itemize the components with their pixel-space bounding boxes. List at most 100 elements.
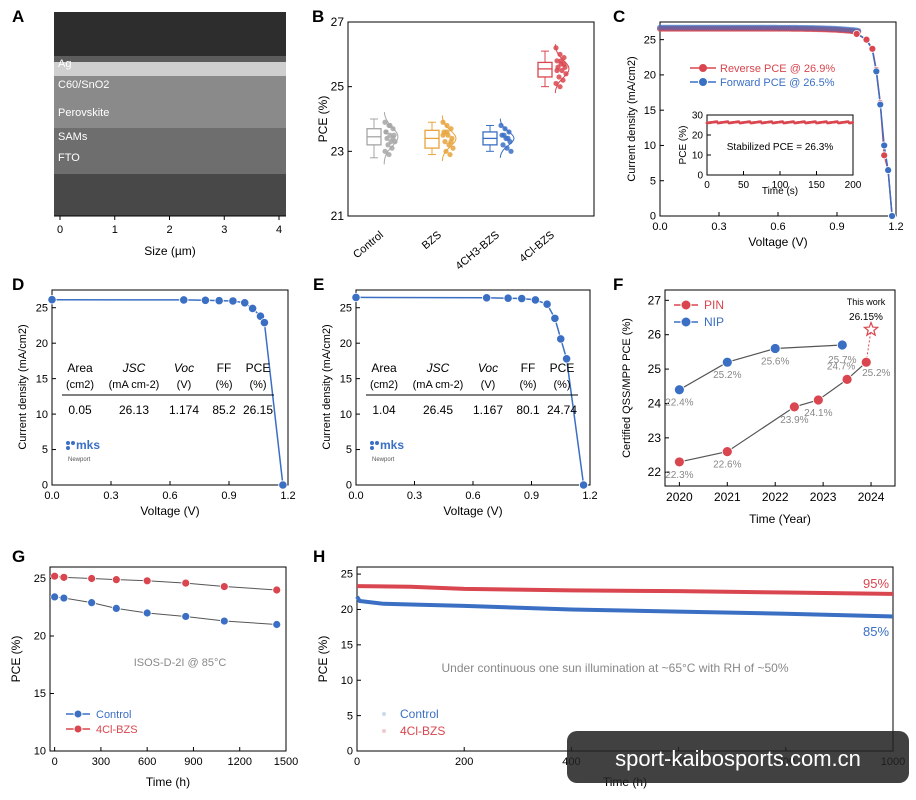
data-point-d [278,480,288,490]
layer-label-fto: FTO [58,152,80,164]
annotation-g: ISOS-D-2I @ 85°C [134,657,227,669]
table-unit: (%) [519,379,536,391]
table-unit: (%) [553,379,570,391]
data-point-d [259,318,269,328]
data-point-bzs [111,575,121,585]
x-tick-label-c: 0.3 [711,221,726,233]
data-point [504,145,510,151]
panel-letter-g: G [12,547,25,566]
axis-label-g-x: Time (h) [146,775,190,789]
violin-outline [383,111,399,165]
y-tick-label-e: 10 [340,409,352,421]
point-label-pin: 23.9% [780,415,808,426]
data-point-e [530,295,541,305]
table-value: 26.15 [243,403,273,417]
logo-text-d: mks [76,438,100,452]
y-tick-label-d: 20 [36,338,48,350]
table-value: 85.2 [212,403,236,417]
legend-label-g-bzs: 4Cl-BZS [96,724,138,736]
series-line-pin [679,361,867,463]
watermark-text: sport-kaibosports.com.cn [615,746,861,771]
table-unit: (cm2) [66,379,94,391]
y-tick-label-b: 27 [331,15,345,29]
data-point-d [214,296,224,306]
data-point [498,122,504,129]
y-tick-label-c-inset: 20 [692,130,704,141]
data-point [505,135,511,141]
y-tick-label-f: 26 [648,328,662,342]
y-tick-label-c: 0 [650,211,656,223]
x-tick-label-c: 0.0 [652,221,667,233]
data-point-control [181,612,191,621]
x-tick-label-d: 0.0 [44,490,59,502]
table-header: PCE [246,361,271,375]
table-value: 24.74 [547,403,577,417]
data-point-bzs [50,571,60,581]
axis-label-e-x: Voltage (V) [443,504,502,518]
sem-sams-layer [54,128,286,174]
panel-c: C Current density (mA/cm2) Voltage (V) 0… [613,7,904,249]
table-unit: (V) [481,379,496,391]
y-tick-label-f: 27 [648,293,662,307]
panel-g: G PCE (%) Time (h) ISOS-D-2I @ 85°C 0 300… [9,547,298,789]
table-value: 26.45 [423,403,453,417]
data-point [444,129,450,135]
logo-text-e: mks [380,438,404,452]
data-point [444,122,450,129]
table-header: Voc [174,361,194,375]
x-tick-label-c: 0.6 [770,221,785,233]
data-point [443,148,449,154]
y-tick-label-c: 10 [644,140,656,152]
legend-marker-h-control [382,712,386,716]
legend-marker-nip [680,316,692,328]
table-header: Area [67,361,93,375]
layer-label-perovskite: Perovskite [58,107,109,119]
data-point [558,58,564,64]
data-point-control [219,616,229,626]
data-point-pin [673,456,685,468]
y-tick-label-f: 23 [648,431,662,445]
table-value: 1.04 [372,403,396,417]
inset-label-y: PCE (%) [678,126,689,165]
data-point [554,67,560,74]
data-point-reverse [852,30,861,38]
sem-fto-layer [54,174,286,216]
y-tick-label-b: 21 [331,209,345,223]
data-point-control [50,592,60,602]
panel-letter-e: E [313,275,324,294]
table-header: Area [371,361,397,375]
data-point-nip [721,356,733,368]
y-tick-label-d: 25 [36,302,48,314]
inset-label-x: Time (s) [762,186,798,197]
plot-b: 21 23 25 27 Control BZS 4CH3-BZS 4Cl-BZS [331,15,570,272]
data-point-pin [812,394,824,406]
y-tick-label-c: 20 [644,70,656,82]
data-point-forward [876,100,885,109]
axis-label-b-y: PCE (%) [316,96,330,143]
legend-marker-h-bzs [382,729,386,733]
y-tick-label-c-inset: 30 [692,110,704,121]
y-tick-label-c: 15 [644,105,656,117]
table-header: FF [217,361,232,375]
data-point-nip [836,339,848,351]
data-point [560,77,566,83]
sem-ag-layer [54,12,286,56]
data-point-nip [673,384,685,396]
y-tick-label-e: 20 [340,338,352,350]
data-point [553,45,559,51]
series-line-bzs [356,584,894,596]
watermark: sport-kaibosports.com.cn [567,731,909,783]
data-point-d [228,296,238,306]
data-point [500,142,506,148]
x-tick-label-g: 0 [52,756,58,768]
y-tick-label-d: 10 [36,409,48,421]
data-point [448,126,454,132]
logo-sub-d: Newport [68,457,91,463]
inset-frame-c [706,114,854,176]
mks-logo-d: mks Newport [66,438,100,463]
parameter-table-d: Area JSC Voc FF PCE (cm2) (mA cm-2) (V) (%) (%) 0.… [62,361,274,417]
y-tick-label-h: 10 [341,675,353,687]
axis-label-c-y: Current density (mA/cm2) [626,56,638,181]
y-tick-label-h: 0 [347,746,353,758]
